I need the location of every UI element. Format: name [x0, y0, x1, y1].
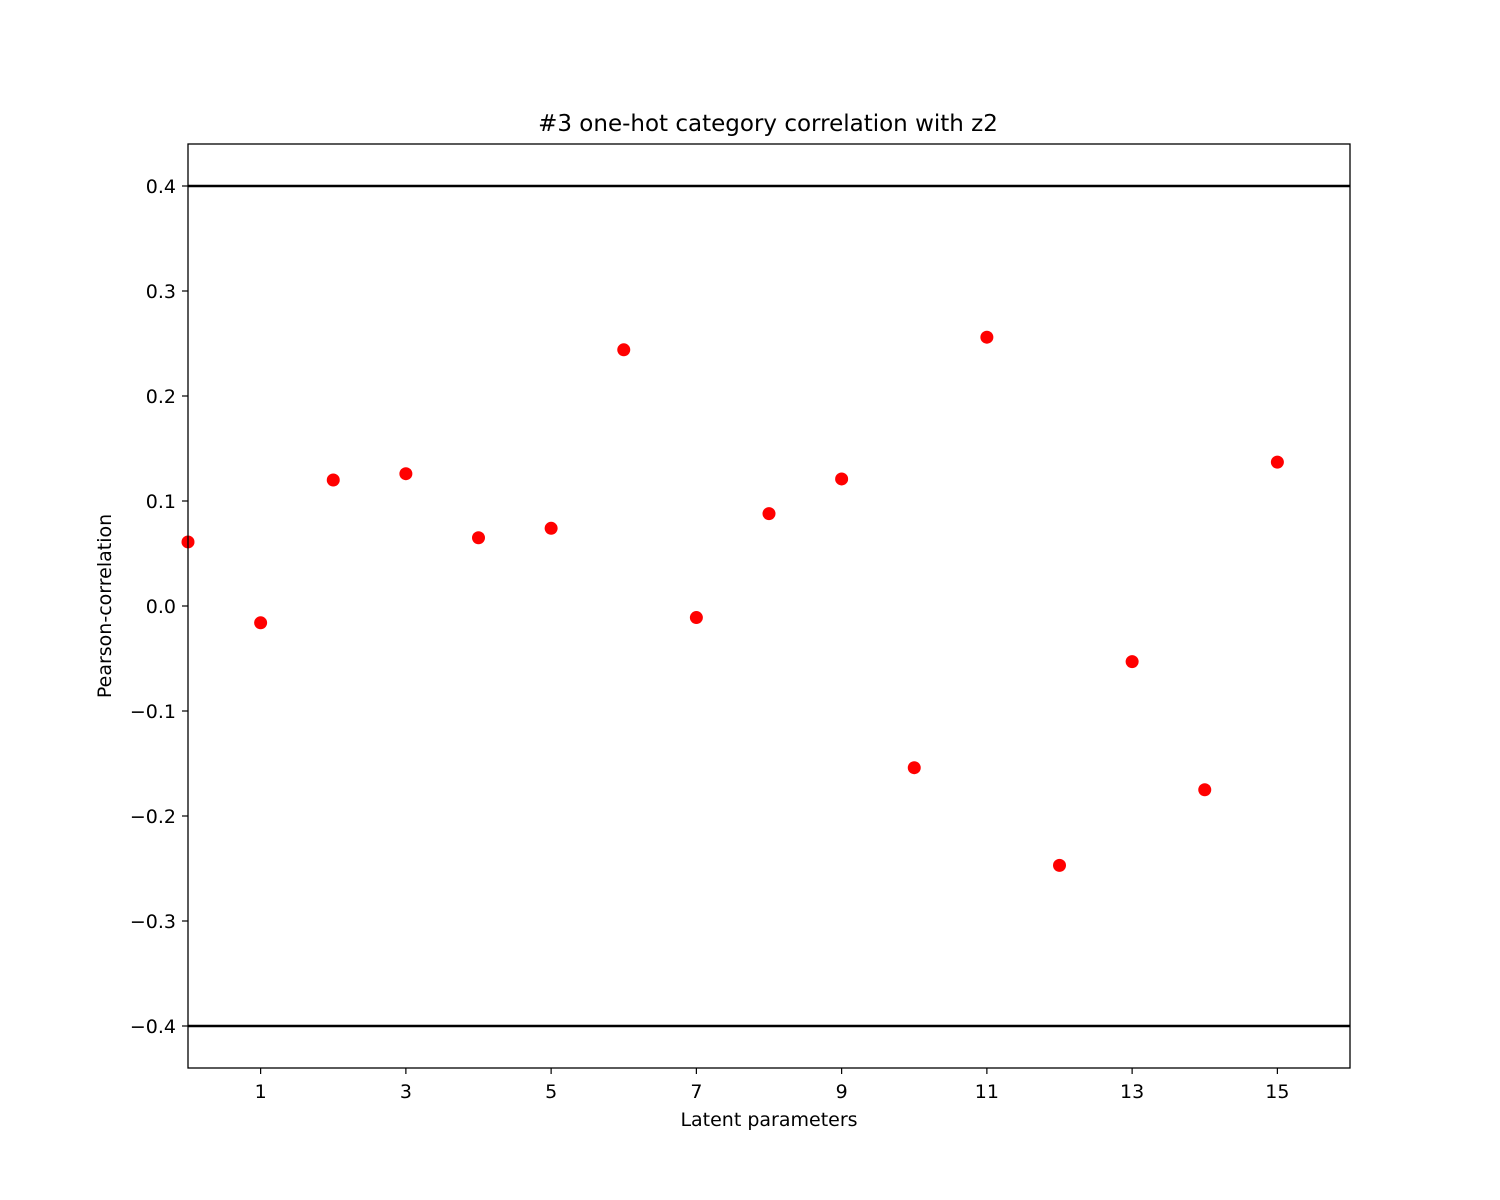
y-tick-label: −0.2: [130, 806, 176, 828]
data-point: [762, 507, 776, 521]
y-tick-label: 0.4: [146, 176, 176, 198]
x-tick-label: 9: [836, 1081, 848, 1103]
y-axis-ticks: 0.4 0.3 0.2 0.1 0.0 −0.1 −0.2 −0.3 −0.4: [130, 176, 188, 1038]
plot-area-frame: [187, 143, 1351, 1069]
y-tick-label: 0.2: [146, 386, 176, 408]
data-point: [544, 521, 558, 535]
data-point: [980, 330, 994, 344]
data-point: [254, 616, 268, 630]
x-tick-label: 15: [1265, 1081, 1289, 1103]
data-point: [907, 761, 921, 775]
reference-lines: [188, 184, 1350, 1028]
x-tick-label: 11: [975, 1081, 999, 1103]
x-axis-label: Latent parameters: [680, 1109, 857, 1131]
data-point: [399, 467, 413, 481]
y-axis-label: Pearson-correlation: [94, 514, 116, 698]
x-tick-label: 1: [255, 1081, 267, 1103]
y-tick-label: 0.3: [146, 281, 176, 303]
x-tick-label: 3: [400, 1081, 412, 1103]
y-tick-label: −0.1: [130, 701, 176, 723]
x-axis-ticks: 1 3 5 7 9 11 13 15: [255, 1068, 1289, 1103]
y-tick-label: 0.0: [146, 596, 176, 618]
x-tick-label: 7: [690, 1081, 702, 1103]
data-point: [1125, 655, 1139, 669]
chart-title: #3 one-hot category correlation with z2: [538, 111, 998, 137]
x-tick-label: 13: [1120, 1081, 1144, 1103]
data-point: [1198, 783, 1212, 797]
data-point: [689, 611, 703, 625]
data-point: [326, 473, 340, 487]
y-tick-label: −0.3: [130, 911, 176, 933]
data-point: [1270, 455, 1284, 469]
data-point: [617, 343, 631, 357]
x-tick-label: 5: [545, 1081, 557, 1103]
data-point: [835, 472, 849, 486]
data-point: [472, 531, 485, 545]
y-tick-label: 0.1: [146, 491, 176, 513]
data-point: [1053, 858, 1066, 872]
data-points: [181, 330, 1284, 872]
y-tick-label: −0.4: [130, 1016, 176, 1038]
